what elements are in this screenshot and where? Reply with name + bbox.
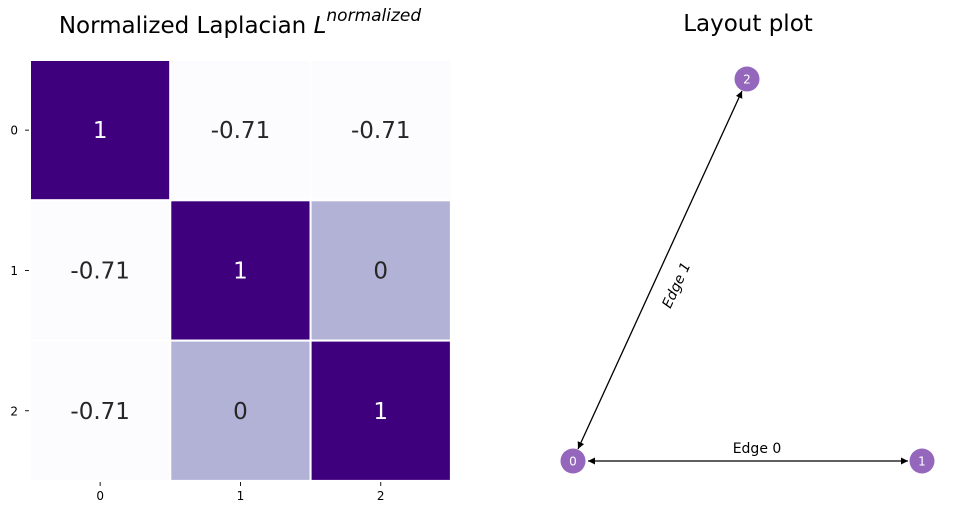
heatmap-title: Normalized Laplacian Lnormalized [59,6,422,39]
node-0-label: 0 [569,455,577,469]
heatmap-cell-label-1-0: -0.71 [70,258,130,284]
node-0-circle [560,448,586,474]
node-2: 2 [734,66,760,92]
graph-edges [577,90,908,465]
heatmap-cell-0-2 [309,59,452,202]
node-1-circle [909,448,935,474]
heatmap-cell-2-1 [169,339,312,482]
heatmap-axes: 0 1 2 0 1 2 [10,124,384,503]
heatmap-row-tick-label: 0 [10,124,18,138]
heatmap-cell-1-0 [29,199,172,342]
layout-title: Layout plot [683,11,813,37]
heatmap: 1 -0.71 -0.71 -0.71 1 0 -0.71 0 1 [29,59,452,482]
heatmap-cell-label-2-2: 1 [373,399,388,425]
heatmap-title-main: Normalized Laplacian [59,13,314,39]
heatmap-cell-0-1 [169,59,312,202]
heatmap-cell-1-2 [309,199,452,342]
heatmap-col-tick-label: 2 [377,489,385,503]
edge-0-label: Edge 0 [733,441,782,457]
node-1: 1 [909,448,935,474]
heatmap-cell-label-2-0: -0.71 [70,399,130,425]
heatmap-title-superscript: normalized [326,6,421,26]
heatmap-cell-0-0 [29,59,172,202]
heatmap-cell-label-1-1: 1 [233,258,248,284]
node-2-circle [734,66,760,92]
heatmap-row-tick-label: 1 [10,264,18,278]
graph-nodes: 0 1 2 [560,66,935,474]
node-1-label: 1 [918,455,926,469]
heatmap-cell-2-0 [29,339,172,482]
heatmap-col-tick-label: 1 [237,489,245,503]
node-2-label: 2 [743,73,751,87]
heatmap-cell-label-2-1: 0 [233,399,248,425]
heatmap-cell-label-0-1: -0.71 [211,118,271,144]
edge-1-label: Edge 1 [660,260,695,311]
heatmap-title-symbol: L [314,13,327,39]
heatmap-col-tick-label: 0 [96,489,104,503]
heatmap-cell-2-2 [309,339,452,482]
heatmap-row-tick-label: 2 [10,404,18,418]
heatmap-cell-label-0-0: 1 [93,118,108,144]
node-0: 0 [560,448,586,474]
edge-1-line [577,90,743,450]
heatmap-cell-label-1-2: 0 [373,258,388,284]
heatmap-cell-label-0-2: -0.71 [351,118,411,144]
